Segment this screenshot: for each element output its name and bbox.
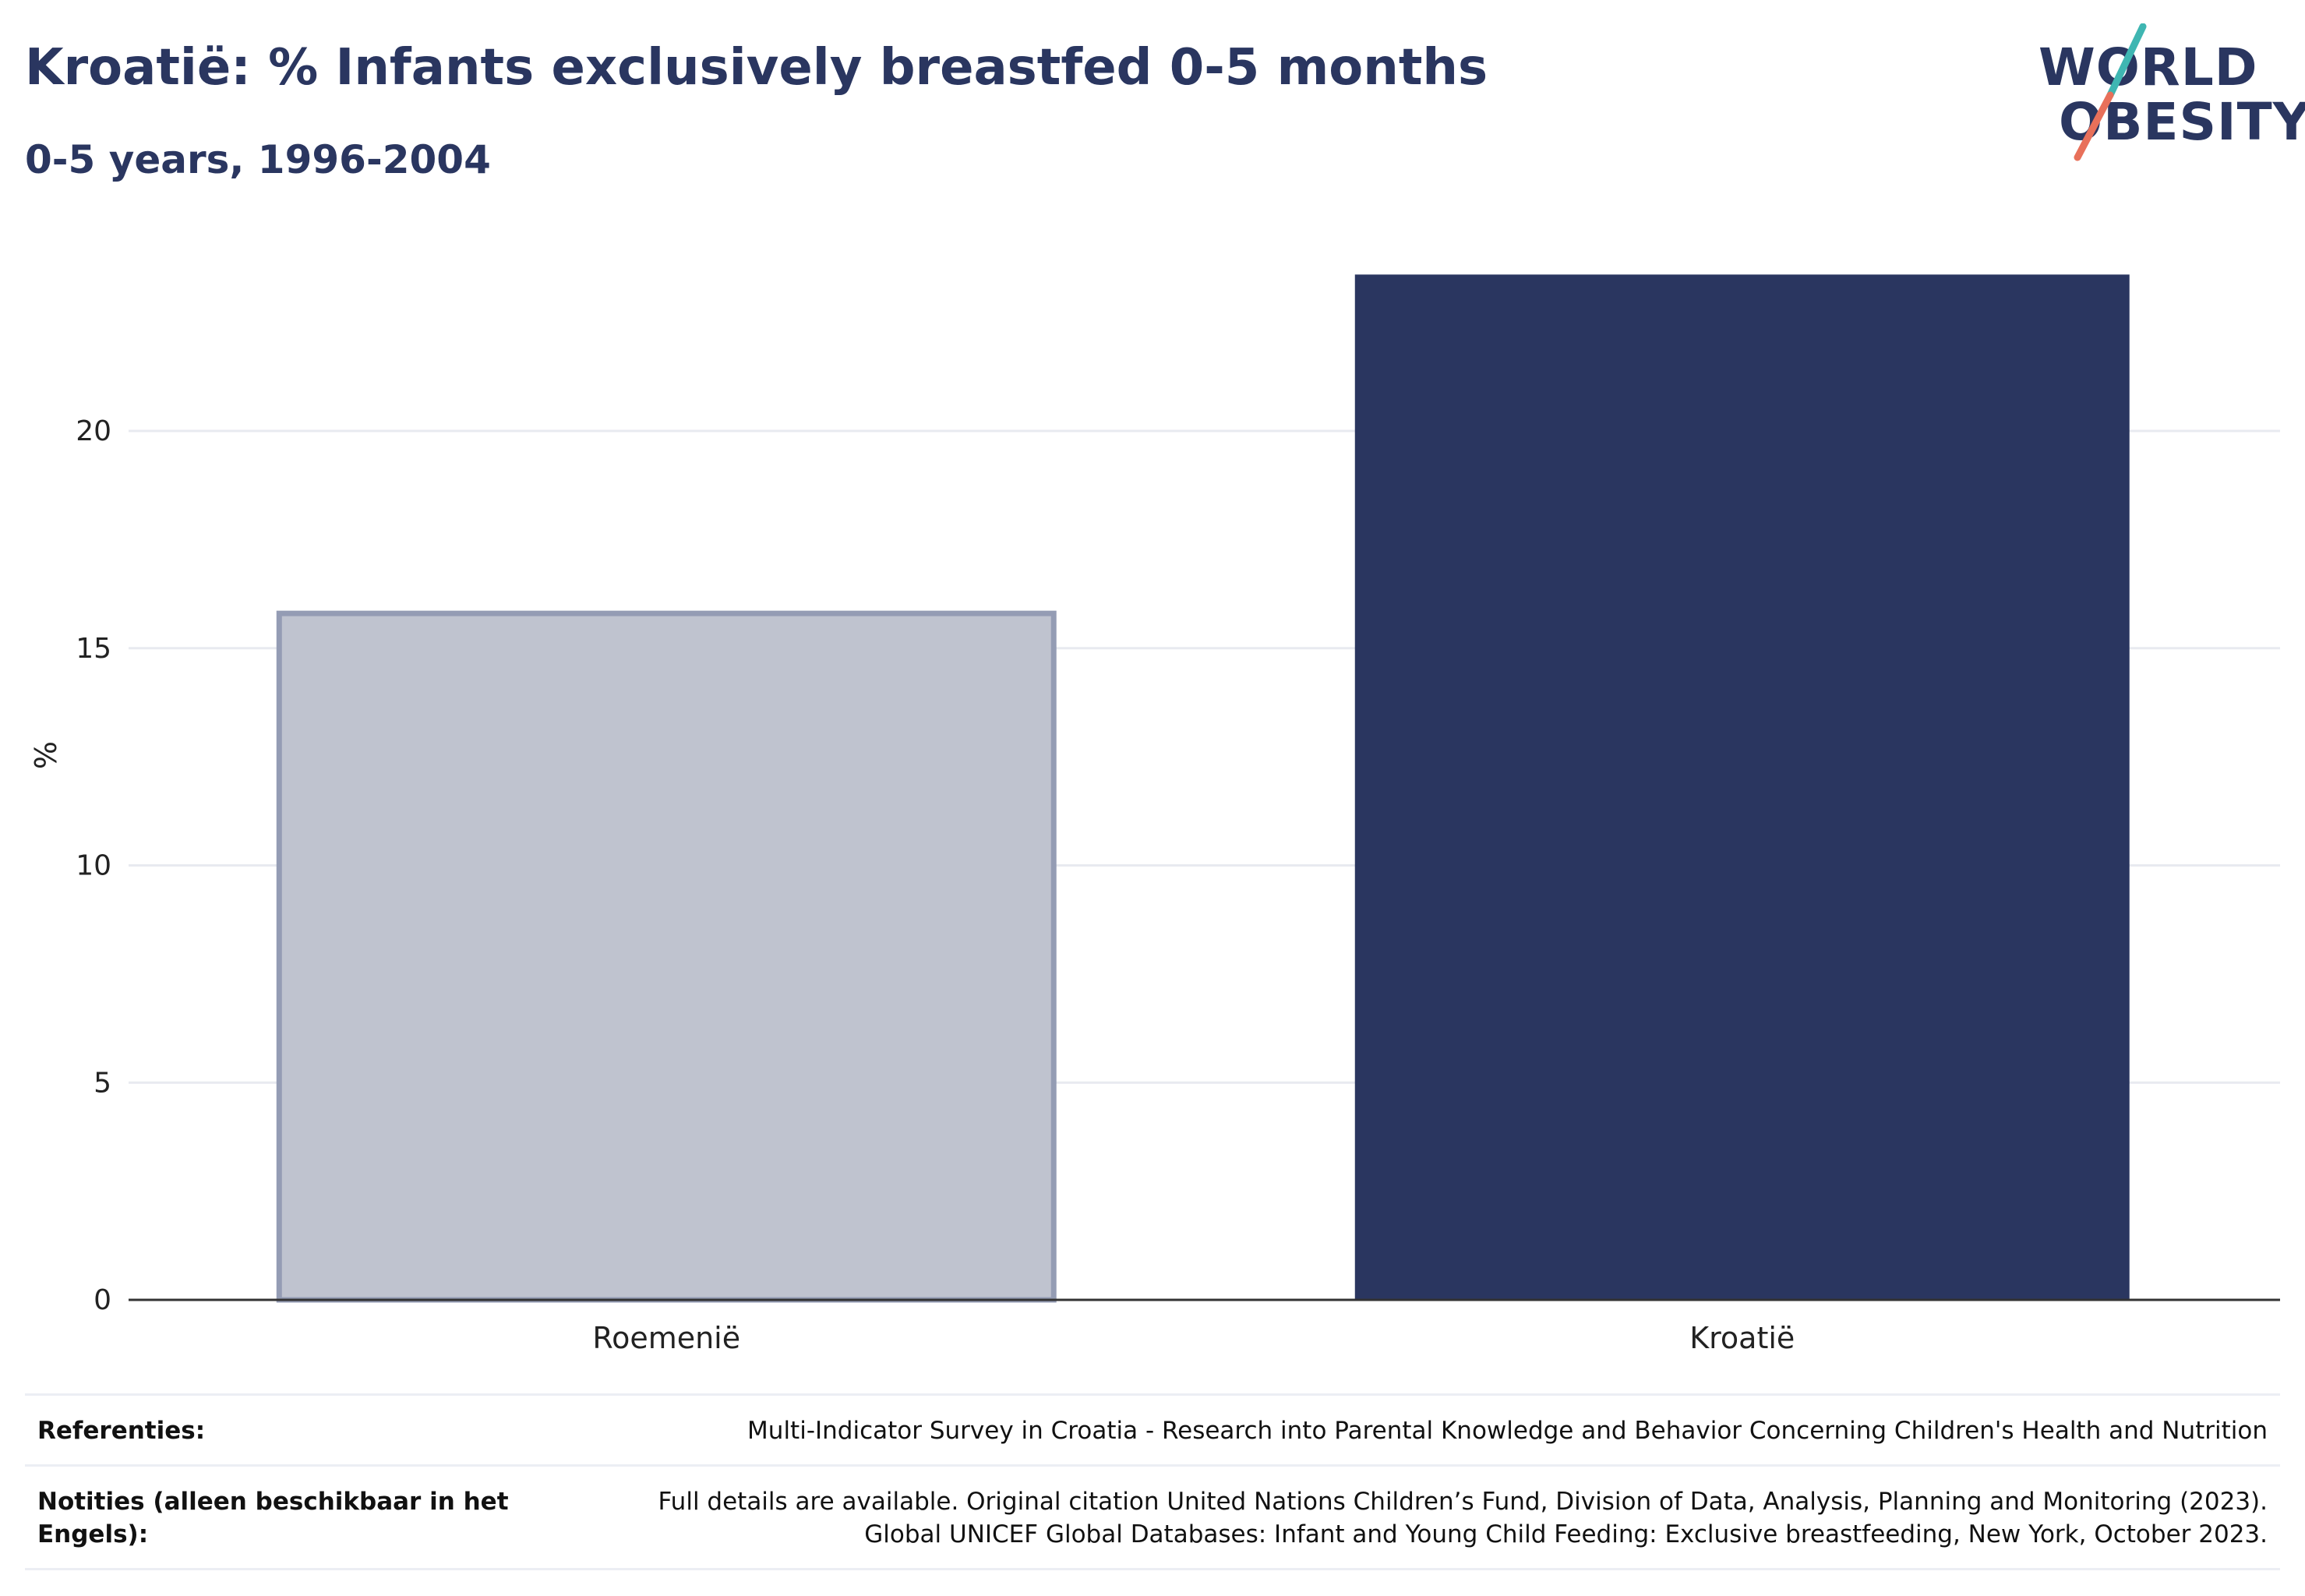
- references-label: Referenties:: [37, 1417, 206, 1445]
- y-axis-label: %: [29, 741, 63, 769]
- bar-chart: 0 5 10 15 20 Roemenië Kroatië %: [29, 274, 2280, 1355]
- notes-line-2: Global UNICEF Global Databases: Infant a…: [864, 1520, 2268, 1548]
- bar-highlighted: [1354, 274, 2130, 1300]
- chart-subtitle: 0-5 years, 1996-2004: [25, 137, 491, 182]
- y-tick-label: 0: [94, 1284, 111, 1316]
- references-row: Referenties: Multi-Indicator Survey in C…: [25, 1393, 2280, 1464]
- axes: 0 5 10 15 20 Roemenië Kroatië: [76, 415, 2280, 1355]
- y-tick-label: 20: [76, 415, 111, 447]
- notes-line-1: Full details are available. Original cit…: [658, 1488, 2268, 1516]
- chart-title: Kroatië: % Infants exclusively breastfed…: [25, 39, 1488, 97]
- x-category-label: Roemenië: [592, 1321, 740, 1355]
- y-tick-label: 10: [76, 850, 111, 882]
- bar-comparison: [276, 610, 1057, 1303]
- notes-label: Notities (alleen beschikbaar in het Enge…: [37, 1488, 509, 1548]
- footer-table: Referenties: Multi-Indicator Survey in C…: [25, 1393, 2280, 1570]
- notes-text: Full details are available. Original cit…: [658, 1485, 2268, 1551]
- references-text: Multi-Indicator Survey in Croatia - Rese…: [747, 1417, 2268, 1445]
- y-tick-label: 15: [76, 633, 111, 665]
- logo-text-line1: WORLD: [2038, 37, 2258, 97]
- x-category-label: Kroatië: [1689, 1321, 1795, 1355]
- y-tick-label: 5: [94, 1067, 111, 1099]
- world-obesity-logo: WORLD OBESITY: [2026, 23, 2305, 164]
- notes-row: Notities (alleen beschikbaar in het Enge…: [25, 1464, 2280, 1570]
- bars: [276, 274, 2130, 1303]
- logo-slash-icon: [2074, 23, 2147, 161]
